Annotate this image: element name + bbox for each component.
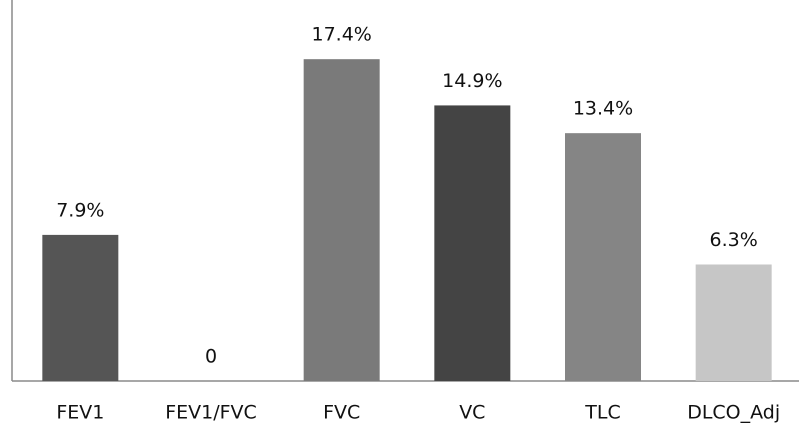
x-tick-label: FVC	[323, 402, 360, 424]
data-label: 14.9%	[442, 70, 502, 92]
x-tick-label: VC	[459, 402, 485, 424]
bar	[42, 234, 119, 381]
bar	[303, 59, 380, 381]
bar	[695, 264, 772, 381]
bar	[434, 105, 511, 381]
x-tick-label: DLCO_Adj	[687, 402, 780, 424]
x-tick-label: TLC	[584, 402, 620, 424]
bar	[565, 133, 641, 381]
x-tick-label: FEV1/FVC	[165, 402, 257, 424]
data-label: 0	[205, 346, 217, 368]
data-label: 7.9%	[56, 199, 104, 221]
data-label: 17.4%	[311, 24, 371, 46]
data-label: 6.3%	[710, 229, 758, 251]
x-tick-label: FEV1	[56, 402, 104, 424]
data-label: 13.4%	[573, 98, 633, 120]
